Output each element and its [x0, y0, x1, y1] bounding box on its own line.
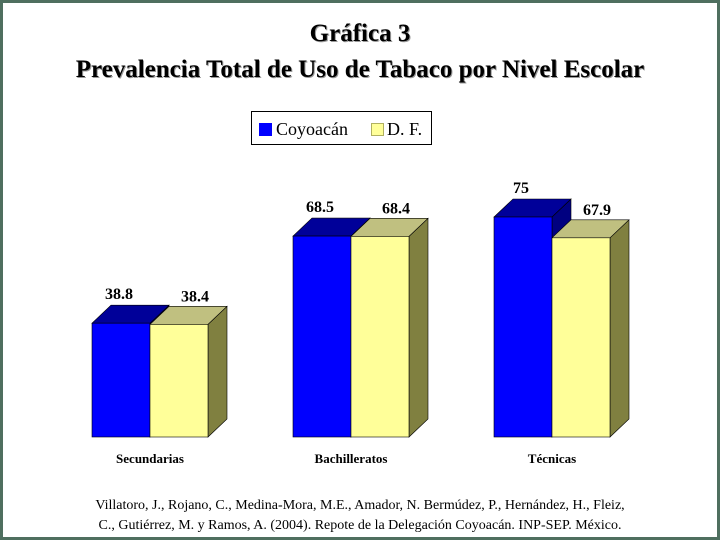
bar-técnicas-df: [551, 237, 611, 438]
caption-line-1: Villatoro, J., Rojano, C., Medina-Mora, …: [95, 498, 625, 513]
caption-line-2: C., Gutiérrez, M. y Ramos, A. (2004). Re…: [98, 518, 622, 533]
value-label-técnicas-coyoacan: 75: [513, 180, 529, 197]
value-label-secundarias-df: 38.4: [181, 288, 209, 305]
category-label-secundarias: Secundarias: [116, 451, 184, 466]
source-caption: Villatoro, J., Rojano, C., Medina-Mora, …: [3, 496, 717, 536]
legend-label-coyoacan: Coyoacán: [276, 119, 348, 139]
bar-bachilleratos-df: [350, 236, 410, 438]
bar-secundarias-df: [149, 324, 209, 438]
bar-side-bachilleratos-df: [408, 217, 429, 438]
chart-title: Gráfica 3: [309, 20, 411, 47]
bar-side-secundarias-df: [207, 305, 228, 438]
value-label-secundarias-coyoacan: 38.8: [105, 286, 133, 303]
bar-secundarias-coyoacan: [91, 322, 151, 438]
legend-swatch-coyoacan: [259, 123, 272, 136]
value-label-bachilleratos-coyoacan: 68.5: [306, 199, 334, 216]
bar-chart: 38.8 38.4 Secundarias 68.5 68.4 Bachilleratos…: [91, 180, 630, 466]
value-label-técnicas-df: 67.9: [583, 202, 611, 219]
legend-label-df: D. F.: [387, 119, 423, 139]
bar-técnicas-coyoacan: [493, 216, 553, 438]
category-label-bachilleratos: Bachilleratos: [315, 451, 388, 466]
value-label-bachilleratos-df: 68.4: [382, 200, 410, 217]
bar-bachilleratos-coyoacan: [292, 235, 352, 438]
chart-frame: Gráfica 3 Prevalencia Total de Uso de Ta…: [3, 3, 717, 537]
category-label-técnicas: Técnicas: [528, 451, 576, 466]
chart-legend: Coyoacán D. F.: [251, 111, 432, 145]
bar-side-técnicas-df: [609, 219, 630, 438]
legend-swatch-df: [371, 123, 384, 136]
chart-subtitle: Prevalencia Total de Uso de Tabaco por N…: [75, 56, 645, 83]
